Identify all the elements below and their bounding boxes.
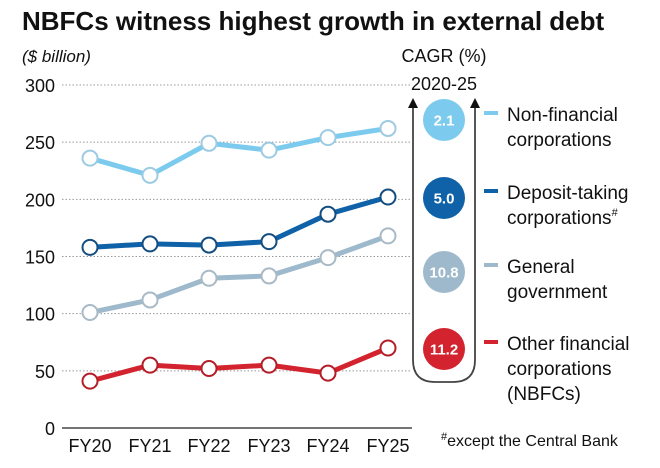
footnote: #except the Central Bank xyxy=(441,431,619,450)
y-tick-label: 0 xyxy=(45,419,55,439)
y-axis-label: ($ billion) xyxy=(22,47,91,66)
data-point xyxy=(200,134,218,152)
legend-item: 10.8 General government xyxy=(423,251,608,303)
legend-label: Deposit-taking xyxy=(507,183,628,204)
data-point xyxy=(141,235,159,253)
legend: 2.1 Non-financial corporations 5.0 Deposit-t… xyxy=(423,99,630,405)
data-point xyxy=(260,356,278,374)
cagr-value: 11.2 xyxy=(430,342,458,359)
data-point xyxy=(81,238,99,256)
legend-label: Non-financial xyxy=(507,105,618,126)
data-point xyxy=(379,339,397,357)
cagr-period: 2020-25 xyxy=(411,74,477,94)
series-other-financial-corporations-nbfcs xyxy=(81,339,397,390)
legend-item: 11.2 Other financial corporations (NBFCs) xyxy=(423,328,630,405)
data-point xyxy=(319,249,337,267)
x-tick-label: FY21 xyxy=(128,436,171,456)
data-point xyxy=(141,291,159,309)
data-point xyxy=(200,269,218,287)
legend-label: General xyxy=(507,257,575,278)
cagr-header: CAGR (%) xyxy=(402,46,487,66)
legend-label: corporations xyxy=(507,359,612,380)
data-point xyxy=(260,233,278,251)
y-tick-label: 150 xyxy=(25,248,55,268)
y-tick-label: 50 xyxy=(35,362,55,382)
y-tick-label: 100 xyxy=(25,305,55,325)
y-tick-label: 200 xyxy=(25,190,55,210)
legend-label: government xyxy=(507,282,608,303)
data-point xyxy=(379,227,397,245)
data-point xyxy=(200,360,218,378)
data-point xyxy=(81,149,99,167)
series-line xyxy=(89,194,389,250)
series-non-financial-corporations xyxy=(81,119,397,184)
footnote-mark: # xyxy=(441,431,448,443)
series-line xyxy=(89,345,389,384)
gridlines xyxy=(62,84,412,372)
data-point xyxy=(260,267,278,285)
series-lines xyxy=(81,119,397,390)
cagr-badge xyxy=(423,251,465,293)
x-tick-label: FY25 xyxy=(366,436,409,456)
x-tick-label: FY22 xyxy=(187,436,230,456)
chart-title: NBFCs witness highest growth in external… xyxy=(22,6,605,36)
series-line xyxy=(89,233,389,315)
data-point xyxy=(379,188,397,206)
cagr-badge xyxy=(423,177,465,219)
x-tick-label: FY23 xyxy=(247,436,290,456)
data-point xyxy=(141,356,159,374)
legend-label: Other financial xyxy=(507,334,630,355)
arrow-up-icon xyxy=(470,98,480,108)
legend-superscript: # xyxy=(612,207,619,219)
legend-label: corporations xyxy=(507,130,612,151)
cagr-bracket xyxy=(412,108,476,383)
cagr-value: 5.0 xyxy=(434,191,455,208)
arrow-up-icon xyxy=(408,98,418,108)
series-general-government xyxy=(81,227,397,322)
legend-item: 2.1 Non-financial corporations xyxy=(423,99,618,151)
legend-label: corporations# xyxy=(507,207,619,229)
data-point xyxy=(141,166,159,184)
data-point xyxy=(319,129,337,147)
x-tick-label: FY20 xyxy=(68,436,111,456)
cagr-badge xyxy=(423,328,465,370)
x-tick-labels: FY20 FY21 FY22 FY23 FY24 FY25 xyxy=(68,436,409,456)
cagr-badge xyxy=(423,99,465,141)
data-point xyxy=(260,141,278,159)
y-tick-label: 300 xyxy=(25,76,55,96)
data-point xyxy=(379,119,397,137)
series-deposit-taking-corporations xyxy=(81,188,397,256)
series-line xyxy=(89,125,389,178)
legend-item: 5.0 Deposit-taking corporations# xyxy=(423,177,628,229)
data-point xyxy=(200,236,218,254)
x-tick-label: FY24 xyxy=(306,436,349,456)
cagr-value: 10.8 xyxy=(429,265,458,282)
legend-label: (NBFCs) xyxy=(507,384,581,405)
y-tick-label: 250 xyxy=(25,133,55,153)
data-point xyxy=(319,364,337,382)
footnote-text: except the Central Bank xyxy=(447,433,619,450)
cagr-value: 2.1 xyxy=(434,113,455,130)
y-tick-labels: 0 50 100 150 200 250 300 xyxy=(25,76,55,439)
data-point xyxy=(81,304,99,322)
data-point xyxy=(319,205,337,223)
data-point xyxy=(81,372,99,390)
